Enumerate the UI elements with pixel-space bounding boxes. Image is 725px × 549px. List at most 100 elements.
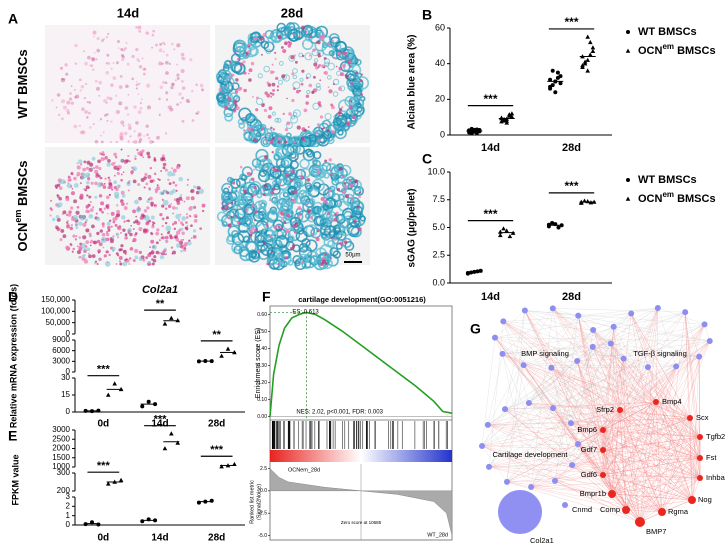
- cell-pink: [120, 244, 124, 248]
- cell-blue: [260, 40, 270, 49]
- cell-pink: [201, 203, 206, 208]
- gene-label: Col2a1: [530, 536, 554, 545]
- edge: [531, 343, 611, 488]
- cell-pink: [164, 207, 168, 210]
- cell-pink: [103, 182, 106, 185]
- cell-cyan: [85, 172, 91, 178]
- cell-pink: [102, 246, 105, 249]
- edge: [625, 436, 701, 511]
- cell-pink: [254, 228, 258, 233]
- cell-pink: [274, 51, 277, 54]
- edge: [611, 324, 705, 495]
- cell-pink: [332, 82, 335, 86]
- cell-blue: [302, 24, 314, 36]
- cell-pink: [83, 160, 87, 164]
- cell-pink: [69, 242, 73, 246]
- cell-pink: [171, 223, 175, 226]
- cell-pink: [164, 168, 168, 172]
- cell-cyan: [175, 213, 181, 220]
- cell-cyan: [78, 221, 83, 226]
- cell-pink: [277, 140, 281, 144]
- cell-blue: [231, 62, 243, 74]
- cell-pink: [253, 36, 258, 41]
- cell-pink: [107, 159, 111, 163]
- cell-pink: [159, 213, 163, 217]
- cell-pink: [103, 254, 107, 258]
- cell-pink: [253, 193, 257, 197]
- edge: [602, 429, 693, 501]
- gene-label: Fst: [706, 453, 717, 462]
- cell-pink: [294, 222, 299, 227]
- edge: [523, 324, 705, 366]
- cell-blue: [327, 62, 336, 71]
- cell-pink: [169, 107, 174, 112]
- cell-pink: [66, 100, 71, 105]
- cell-pink: [119, 137, 124, 141]
- cell-pink: [140, 98, 143, 101]
- cell-pink: [285, 229, 290, 234]
- data-point: [169, 315, 174, 320]
- cell-pink: [145, 182, 149, 186]
- cell-pink: [246, 171, 251, 176]
- cell-pink: [276, 85, 280, 88]
- edge: [631, 313, 701, 459]
- cell-blue: [241, 166, 253, 178]
- edge: [494, 310, 525, 338]
- data-point: [585, 68, 590, 73]
- cell-pink: [167, 204, 172, 208]
- gene-node: [635, 517, 645, 527]
- cell-blue: [298, 253, 309, 264]
- panel-label: E: [8, 428, 17, 444]
- edge: [503, 321, 701, 438]
- cell-blue: [292, 111, 298, 117]
- cell-pink: [138, 197, 141, 201]
- cell-blue: [342, 207, 354, 220]
- cell-pink: [98, 94, 101, 97]
- cell-pink: [176, 103, 179, 106]
- cell-pink: [323, 66, 326, 69]
- cell-pink: [129, 247, 134, 251]
- cell-pink: [92, 166, 96, 170]
- cell-pink: [127, 93, 130, 96]
- network-node: [654, 305, 661, 312]
- edge: [570, 343, 611, 424]
- cell-pink: [297, 206, 302, 210]
- data-point: [626, 30, 630, 34]
- cell-pink: [104, 156, 108, 160]
- cell-pink: [262, 189, 265, 192]
- cell-pink: [260, 53, 263, 56]
- cell-pink: [312, 48, 316, 52]
- gene-label: Bmp6: [577, 425, 597, 434]
- cell-pink: [170, 42, 174, 46]
- cell-pink: [135, 121, 139, 125]
- cell-blue: [238, 44, 252, 58]
- cell-blue: [301, 245, 308, 252]
- cell-pink: [254, 219, 256, 222]
- cell-blue: [264, 128, 273, 137]
- cell-cyan: [159, 254, 165, 260]
- cell-pink: [168, 182, 172, 186]
- cell-pink: [305, 203, 308, 206]
- edge: [481, 445, 508, 482]
- cell-pink: [142, 68, 146, 71]
- cell-pink: [172, 250, 176, 255]
- cell-pink: [150, 201, 154, 206]
- cell-pink: [123, 220, 126, 223]
- cell-pink: [266, 262, 269, 266]
- cell-pink: [91, 57, 96, 62]
- cell-blue: [279, 202, 292, 216]
- cell-pink: [286, 121, 291, 126]
- cell-pink: [108, 219, 112, 222]
- cell-pink: [172, 212, 174, 215]
- edge: [494, 337, 624, 359]
- cell-pink: [143, 186, 146, 189]
- cell-pink: [221, 92, 224, 94]
- cell-pink: [191, 119, 195, 122]
- edge: [494, 337, 613, 495]
- cell-pink: [129, 257, 132, 260]
- cell-blue: [351, 82, 361, 93]
- y-tick-label: -2.5: [258, 511, 267, 517]
- cell-pink: [319, 115, 324, 119]
- cell-blue: [311, 165, 324, 178]
- cell-pink: [164, 235, 169, 240]
